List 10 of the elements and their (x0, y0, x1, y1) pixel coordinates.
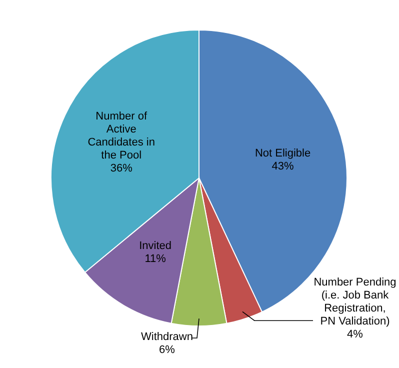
slice-label: Number Pending (i.e. Job Bank Registration, PN Validation) (314, 276, 396, 328)
slice-label: Number of Active Candidates in the Pool (88, 110, 155, 162)
data-label: 43% (272, 160, 294, 173)
slice-label: Invited (139, 240, 172, 252)
data-label: 11% (144, 253, 166, 266)
data-label: 4% (347, 328, 364, 340)
data-label: 6% (159, 344, 176, 356)
slice-label: Withdrawn (141, 330, 193, 343)
slice-label: Not Eligible (254, 148, 311, 160)
data-label: 36% (110, 162, 133, 174)
